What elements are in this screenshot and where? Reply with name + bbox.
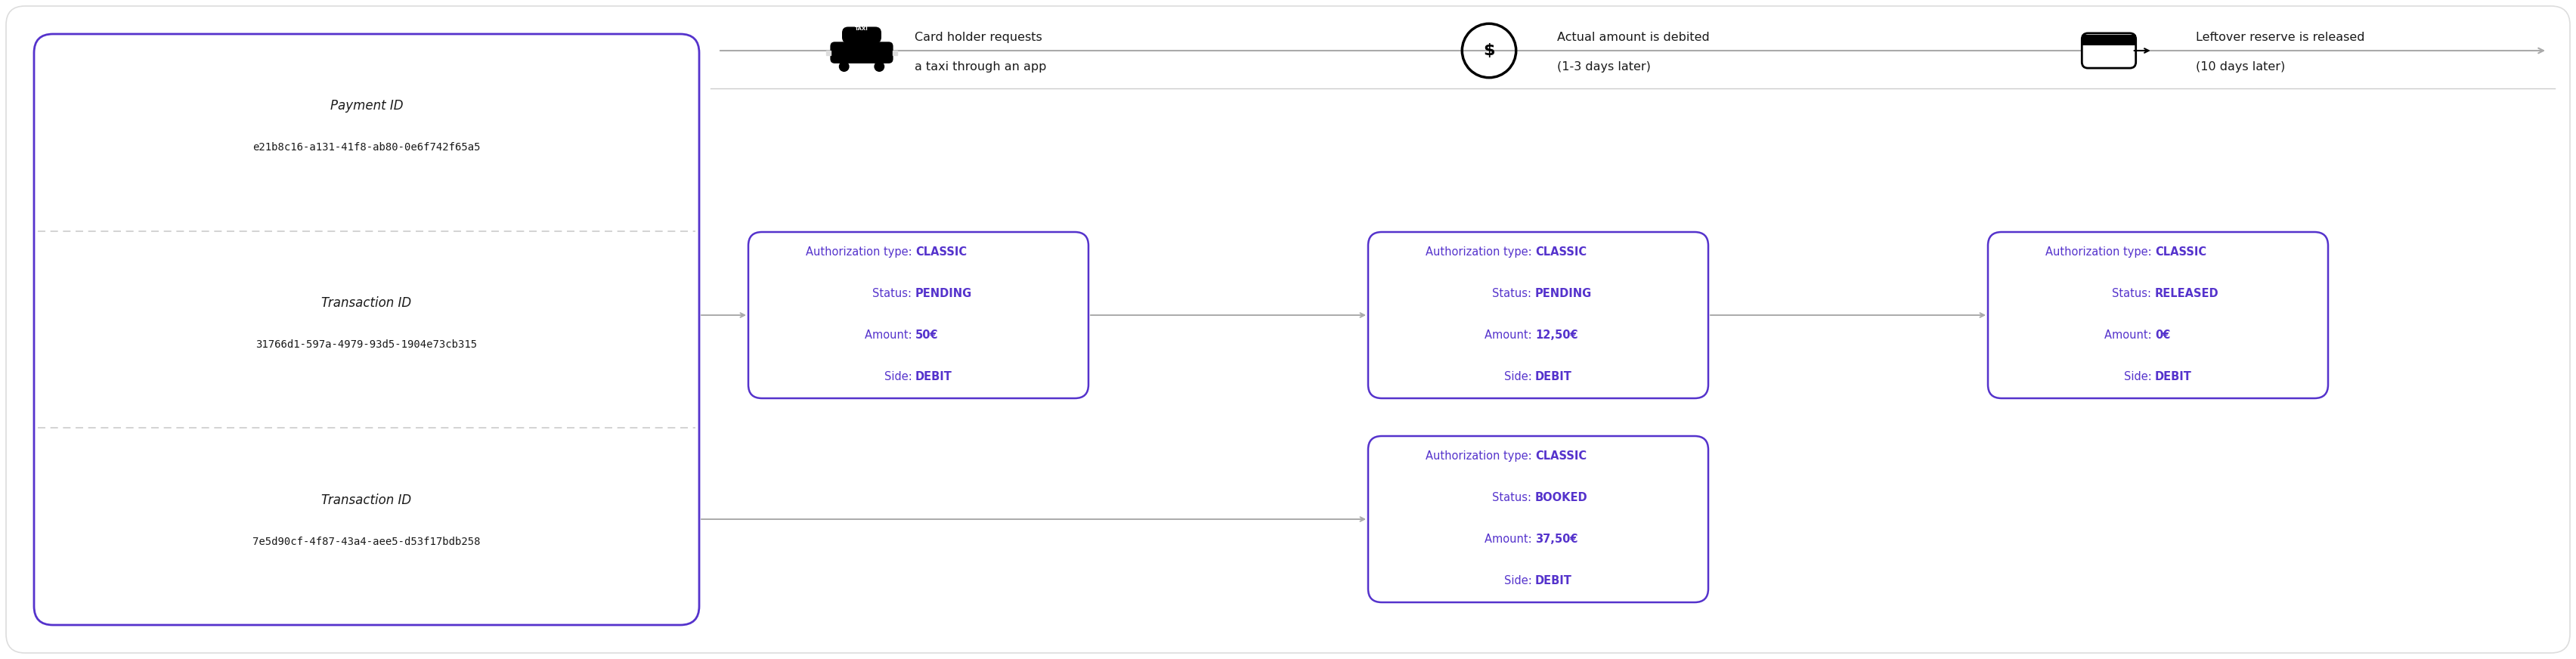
Text: CLASSIC: CLASSIC bbox=[1535, 246, 1587, 258]
FancyBboxPatch shape bbox=[1368, 232, 1708, 398]
Text: Transaction ID: Transaction ID bbox=[322, 493, 412, 507]
Text: Authorization type:: Authorization type: bbox=[806, 246, 914, 258]
Text: Transaction ID: Transaction ID bbox=[322, 297, 412, 310]
FancyBboxPatch shape bbox=[5, 6, 2571, 653]
Text: Status:: Status: bbox=[1492, 288, 1535, 299]
Text: (1-3 days later): (1-3 days later) bbox=[1556, 61, 1651, 73]
Text: Side:: Side: bbox=[2123, 371, 2156, 382]
Text: TAXI: TAXI bbox=[855, 27, 868, 31]
Text: Status:: Status: bbox=[1492, 492, 1535, 503]
Text: 12,50€: 12,50€ bbox=[1535, 330, 1579, 341]
FancyBboxPatch shape bbox=[829, 42, 894, 63]
Text: Amount:: Amount: bbox=[1484, 534, 1535, 545]
Text: PENDING: PENDING bbox=[914, 288, 971, 299]
FancyBboxPatch shape bbox=[1368, 436, 1708, 602]
Text: 37,50€: 37,50€ bbox=[1535, 534, 1579, 545]
Text: Amount:: Amount: bbox=[2105, 330, 2156, 341]
Text: CLASSIC: CLASSIC bbox=[914, 246, 966, 258]
Text: 31766d1-597a-4979-93d5-1904e73cb315: 31766d1-597a-4979-93d5-1904e73cb315 bbox=[255, 339, 477, 350]
Text: e21b8c16-a131-41f8-ab80-0e6f742f65a5: e21b8c16-a131-41f8-ab80-0e6f742f65a5 bbox=[252, 142, 482, 153]
Text: a taxi through an app: a taxi through an app bbox=[914, 61, 1046, 73]
Text: PENDING: PENDING bbox=[1535, 288, 1592, 299]
FancyBboxPatch shape bbox=[842, 27, 881, 43]
FancyBboxPatch shape bbox=[2081, 33, 2136, 68]
Text: Amount:: Amount: bbox=[866, 330, 914, 341]
Text: Side:: Side: bbox=[1504, 371, 1535, 382]
Text: DEBIT: DEBIT bbox=[1535, 371, 1571, 382]
Text: BOOKED: BOOKED bbox=[1535, 492, 1587, 503]
Text: DEBIT: DEBIT bbox=[914, 371, 953, 382]
Text: Side:: Side: bbox=[884, 371, 914, 382]
Text: Side:: Side: bbox=[1504, 575, 1535, 587]
FancyBboxPatch shape bbox=[747, 232, 1090, 398]
Text: (10 days later): (10 days later) bbox=[2195, 61, 2285, 73]
Text: 50€: 50€ bbox=[914, 330, 938, 341]
Text: $: $ bbox=[1484, 43, 1494, 58]
FancyBboxPatch shape bbox=[33, 34, 698, 625]
Circle shape bbox=[840, 62, 850, 71]
FancyBboxPatch shape bbox=[2081, 35, 2136, 45]
Circle shape bbox=[876, 62, 884, 71]
Text: 0€: 0€ bbox=[2156, 330, 2172, 341]
Text: Authorization type:: Authorization type: bbox=[1425, 450, 1535, 462]
Text: Authorization type:: Authorization type: bbox=[2045, 246, 2156, 258]
Text: Status:: Status: bbox=[873, 288, 914, 299]
Text: Amount:: Amount: bbox=[1484, 330, 1535, 341]
Text: Actual amount is debited: Actual amount is debited bbox=[1556, 32, 1710, 43]
Text: 7e5d90cf-4f87-43a4-aee5-d53f17bdb258: 7e5d90cf-4f87-43a4-aee5-d53f17bdb258 bbox=[252, 536, 482, 547]
Text: Status:: Status: bbox=[2112, 288, 2156, 299]
Text: Leftover reserve is released: Leftover reserve is released bbox=[2195, 32, 2365, 43]
Text: RELEASED: RELEASED bbox=[2156, 288, 2218, 299]
Text: Card holder requests: Card holder requests bbox=[914, 32, 1043, 43]
Text: CLASSIC: CLASSIC bbox=[1535, 450, 1587, 462]
Text: Authorization type:: Authorization type: bbox=[1425, 246, 1535, 258]
Text: Payment ID: Payment ID bbox=[330, 100, 402, 113]
Text: DEBIT: DEBIT bbox=[1535, 575, 1571, 587]
Text: CLASSIC: CLASSIC bbox=[2156, 246, 2208, 258]
FancyBboxPatch shape bbox=[1989, 232, 2329, 398]
Text: DEBIT: DEBIT bbox=[2156, 371, 2192, 382]
